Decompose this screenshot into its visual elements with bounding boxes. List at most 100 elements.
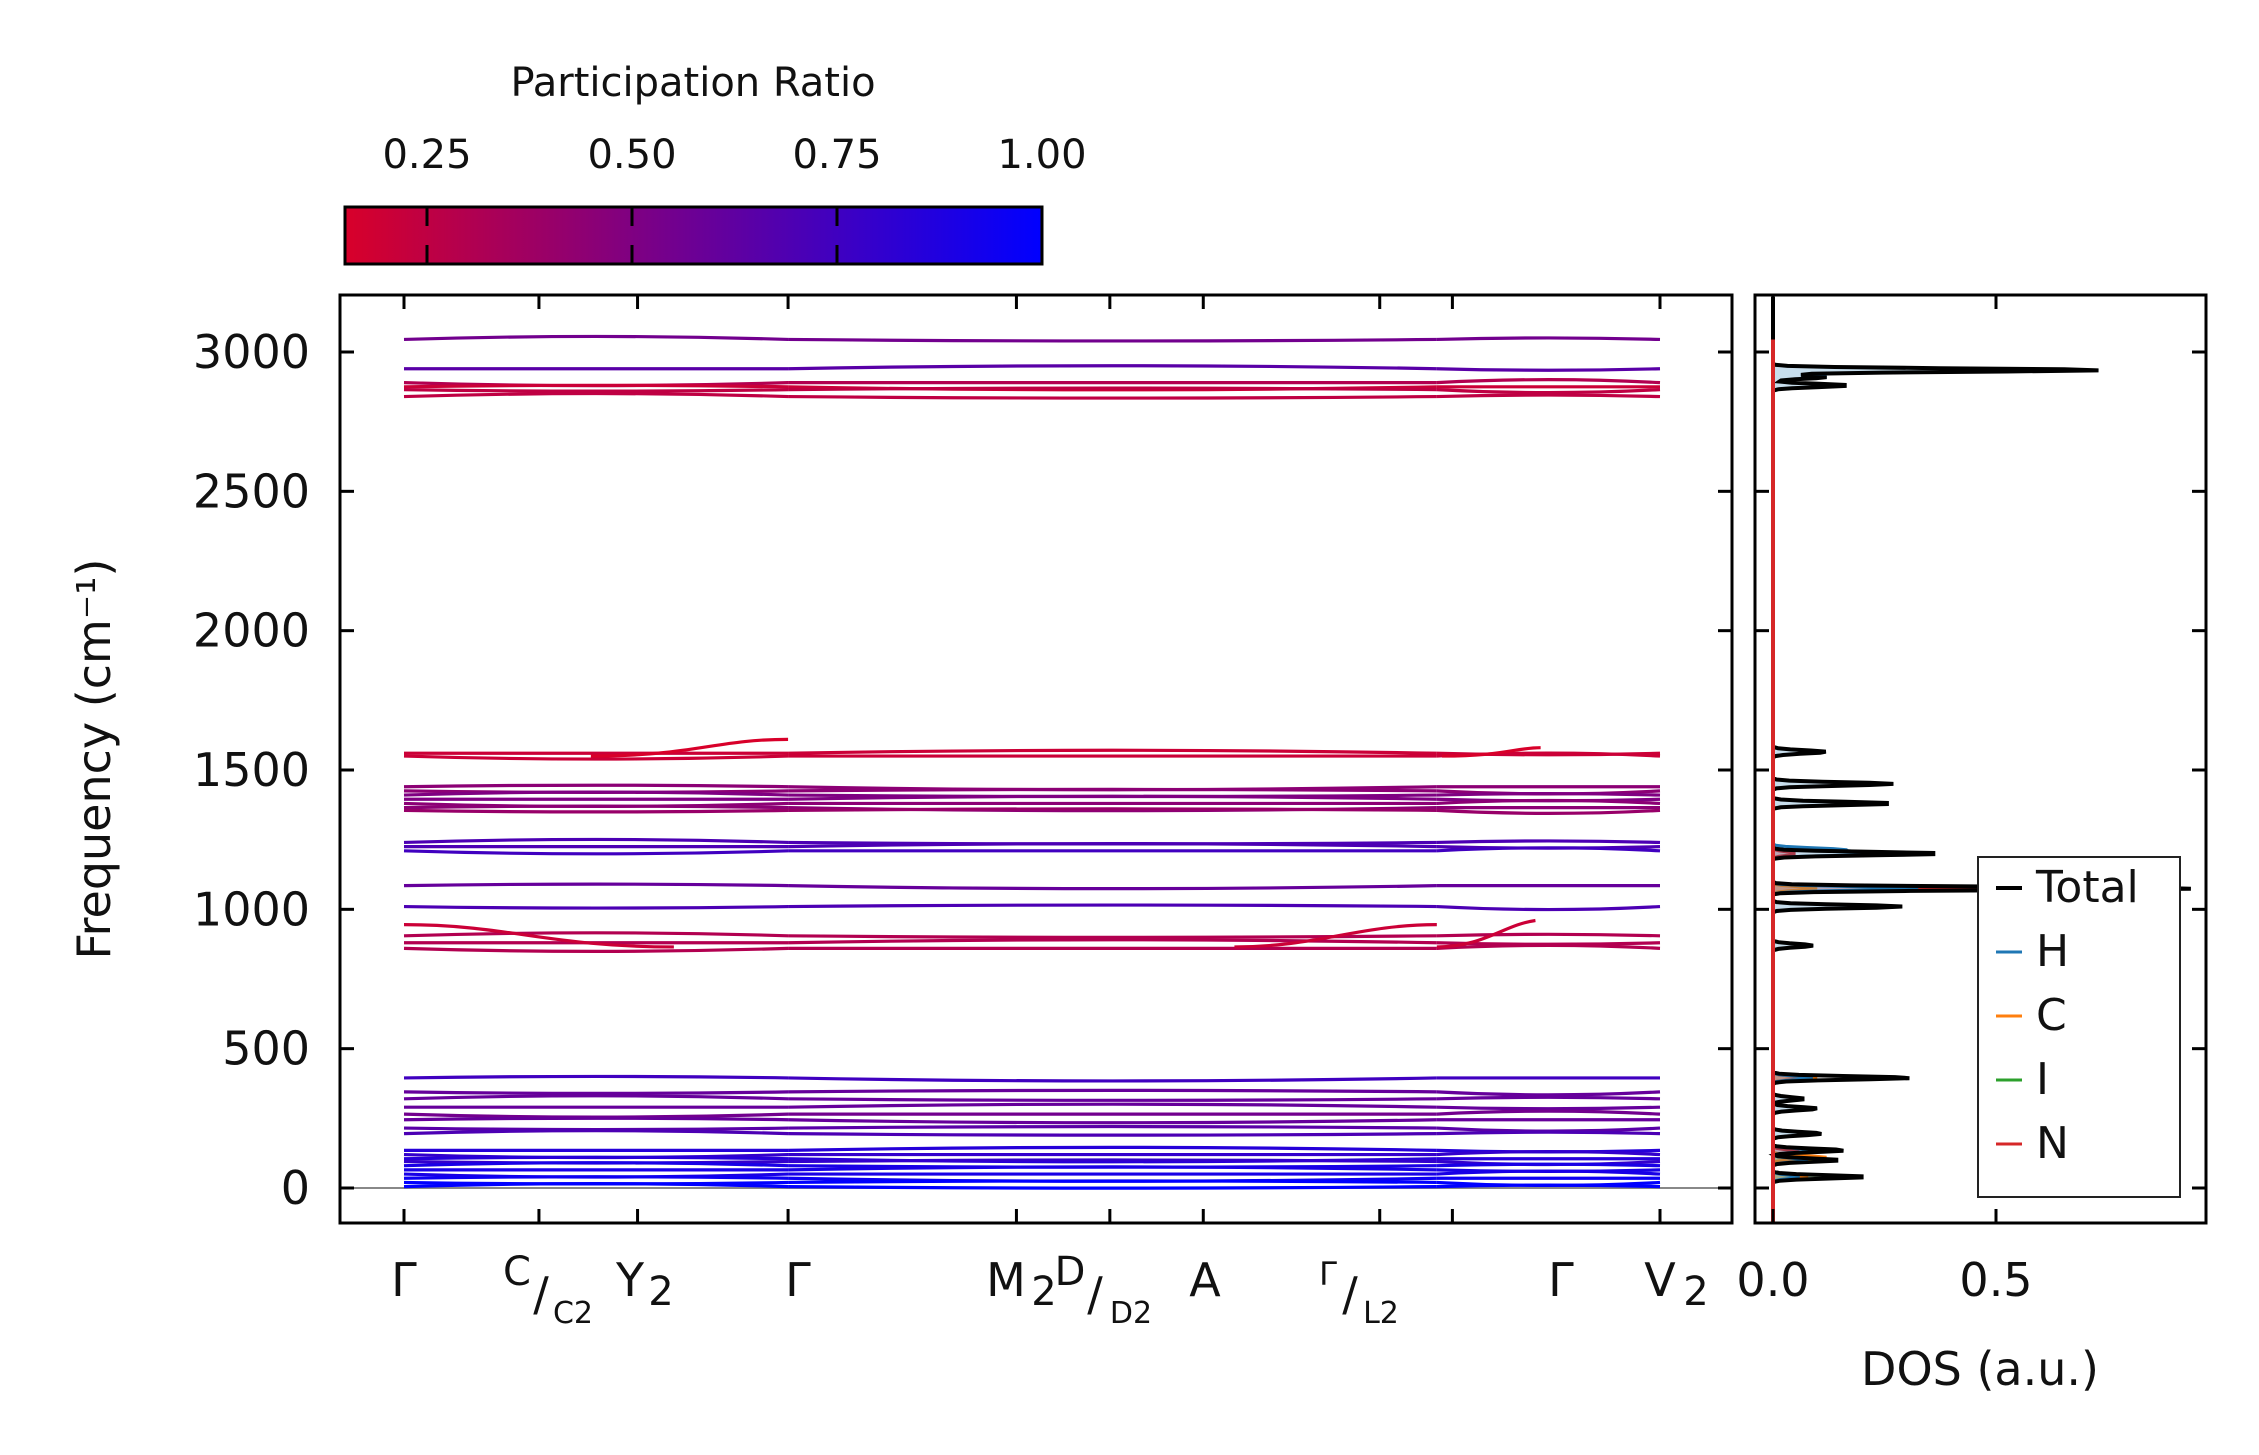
colorbar-gradient xyxy=(343,205,1044,266)
colorbar: Participation Ratio 0.25 0.50 0.75 1.00 xyxy=(343,60,1087,266)
band-line xyxy=(788,1102,1437,1109)
band-line xyxy=(788,903,1437,909)
band-line xyxy=(1436,388,1661,395)
band-line xyxy=(788,1158,1437,1164)
legend-label-c: C xyxy=(2036,990,2067,1041)
dos-fill-n xyxy=(1773,296,1993,1223)
band-line xyxy=(403,1094,789,1101)
y-tick-label: 2000 xyxy=(193,604,310,658)
band-line xyxy=(788,787,1437,793)
band-line xyxy=(403,804,789,810)
dos-xtick-0.5: 0.5 xyxy=(1959,1253,2032,1307)
band-line xyxy=(1436,1105,1661,1111)
y-tick-label: 0 xyxy=(281,1161,310,1215)
path-label-gamma-1: Γ xyxy=(391,1253,417,1307)
path-label-d2: D2 xyxy=(1110,1296,1152,1331)
band-line xyxy=(788,1097,1437,1102)
band-line xyxy=(788,1145,1437,1152)
band-line xyxy=(403,334,789,342)
band-line xyxy=(403,1155,789,1161)
y-tick-label: 2500 xyxy=(193,464,310,518)
band-line xyxy=(403,391,789,399)
band-line xyxy=(1436,798,1661,806)
band-axes-frame xyxy=(338,293,1734,1225)
legend-label-h: H xyxy=(2036,926,2069,977)
band-line xyxy=(403,783,789,789)
band-line xyxy=(1436,336,1661,342)
band-line xyxy=(1436,378,1661,385)
path-label-l2: L2 xyxy=(1363,1296,1399,1331)
band-line xyxy=(1436,1162,1661,1168)
band-line xyxy=(403,383,789,389)
path-label-v: V xyxy=(1644,1253,1676,1307)
legend-box xyxy=(1977,856,2181,1198)
band-line xyxy=(788,794,1437,801)
band-line xyxy=(1436,791,1661,797)
band-line xyxy=(788,842,1437,849)
path-label-slash-2: / xyxy=(1087,1267,1103,1321)
band-line-dispersive xyxy=(403,923,674,949)
band-line xyxy=(788,1179,1437,1185)
path-label-d: D xyxy=(1055,1249,1086,1295)
band-line xyxy=(1436,846,1661,853)
colorbar-tick-label: 1.00 xyxy=(997,132,1086,178)
path-label-v-sub: 2 xyxy=(1683,1269,1708,1315)
band-line xyxy=(403,1161,789,1168)
band-lines xyxy=(340,334,1732,1190)
y-tick-label: 1500 xyxy=(193,743,310,797)
band-line xyxy=(403,904,789,910)
band-line xyxy=(788,1118,1437,1125)
band-line xyxy=(1436,1090,1661,1097)
band-line xyxy=(788,394,1437,400)
band-line xyxy=(403,931,789,938)
y-tick-labels: 0 500 1000 1500 2000 2500 3000 xyxy=(193,325,310,1215)
path-label-gamma-3: Γ xyxy=(1319,1255,1337,1293)
dos-curves xyxy=(1768,296,2191,1223)
path-label-y-sub: 2 xyxy=(648,1269,673,1315)
path-label-m: M xyxy=(986,1253,1026,1307)
band-line xyxy=(1436,1130,1661,1136)
dos-x-axis-label: DOS (a.u.) xyxy=(1861,1342,2099,1396)
band-line xyxy=(403,1182,789,1189)
band-line xyxy=(788,748,1437,755)
band-line xyxy=(788,1076,1437,1083)
y-tick-label: 1000 xyxy=(193,882,310,936)
colorbar-tick-label: 0.75 xyxy=(792,132,881,178)
colorbar-title: Participation Ratio xyxy=(510,60,875,106)
legend-label-i: I xyxy=(2036,1054,2049,1105)
colorbar-tick-label: 0.25 xyxy=(382,132,471,178)
path-label-slash-3: / xyxy=(1342,1267,1358,1321)
path-label-a: A xyxy=(1189,1253,1221,1307)
band-line xyxy=(403,849,789,856)
dos-fill-i xyxy=(1773,296,1858,1223)
band-line xyxy=(403,808,789,814)
band-line xyxy=(788,364,1437,371)
band-line-dispersive xyxy=(1436,918,1536,949)
path-label-y: Y xyxy=(615,1253,645,1307)
band-line xyxy=(788,386,1437,392)
band-line xyxy=(788,884,1437,891)
band-line xyxy=(1436,1149,1661,1157)
path-label-gamma-2: Γ xyxy=(785,1253,811,1307)
band-line xyxy=(403,837,789,845)
band-line xyxy=(788,337,1437,343)
band-line xyxy=(788,807,1437,813)
band-line xyxy=(1436,1169,1661,1176)
legend-label-n: N xyxy=(2036,1118,2069,1169)
band-line xyxy=(1436,1183,1661,1189)
band-line xyxy=(788,1132,1437,1137)
band-line xyxy=(403,882,789,888)
dos-curve-n xyxy=(1771,296,1993,1223)
path-label-c: C xyxy=(503,1249,531,1295)
band-line xyxy=(1436,904,1661,912)
dos-curve-c xyxy=(1771,296,1827,1223)
band-line xyxy=(788,1165,1437,1172)
band-line xyxy=(1436,367,1661,372)
colorbar-ticks: 0.25 0.50 0.75 1.00 xyxy=(382,132,1087,264)
band-line xyxy=(1436,393,1661,399)
band-line xyxy=(788,1124,1437,1130)
